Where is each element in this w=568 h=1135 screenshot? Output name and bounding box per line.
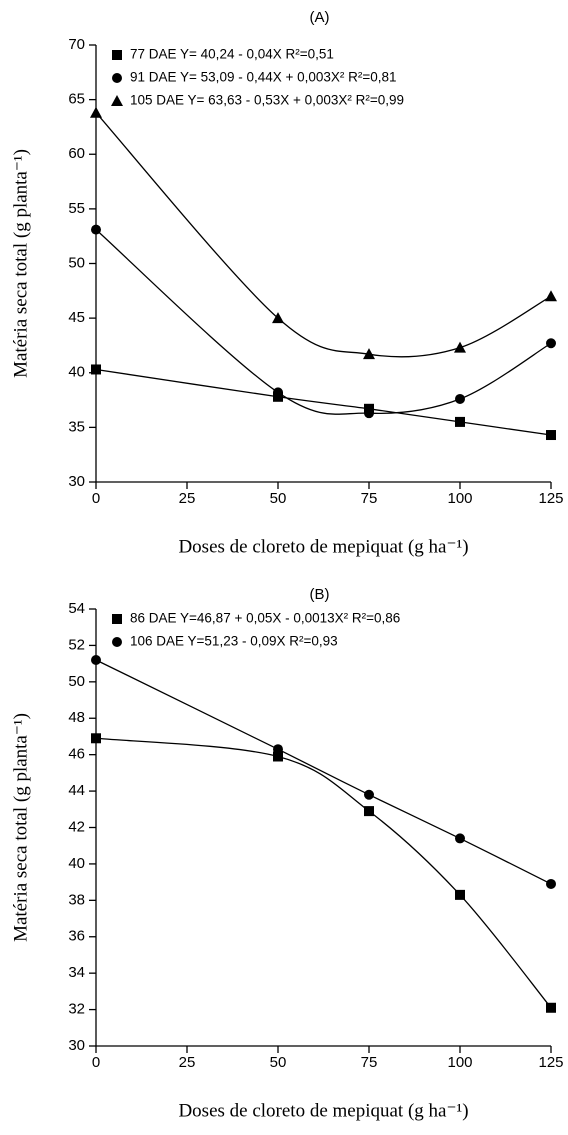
marker [91,654,101,665]
marker [112,614,122,624]
marker [363,348,375,360]
marker [546,338,556,349]
x-tick-label: 50 [270,1054,287,1071]
x-axis-label: Doses de cloreto de mepiquat (g ha⁻¹) [178,536,468,557]
y-tick-label: 55 [68,200,85,217]
y-tick-label: 32 [68,1001,85,1018]
x-tick-label: 0 [92,1054,100,1071]
marker [90,106,102,118]
y-tick-label: 48 [68,709,85,726]
marker [546,430,556,441]
y-axis-label: Matéria seca total (g planta⁻¹) [10,713,31,942]
y-tick-label: 65 [68,91,85,108]
marker [545,290,557,302]
marker [455,416,465,427]
marker [364,789,374,800]
x-tick-label: 25 [179,490,196,507]
y-tick-label: 70 [68,36,85,53]
marker [112,73,122,83]
marker [455,393,465,404]
marker [364,806,374,817]
legend-label: 86 DAE Y=46,87 + 0,05X - 0,0013X² R²=0,8… [130,611,400,626]
y-tick-label: 40 [68,855,85,872]
x-tick-label: 100 [447,490,472,507]
y-tick-label: 38 [68,891,85,908]
legend-label: 77 DAE Y= 40,24 - 0,04X R²=0,51 [130,47,334,62]
marker [455,889,465,900]
marker [454,341,466,353]
marker [91,224,101,235]
y-tick-label: 50 [68,254,85,271]
x-tick-label: 75 [361,490,378,507]
y-tick-label: 52 [68,636,85,653]
marker [273,387,283,398]
x-tick-label: 50 [270,490,287,507]
marker [455,833,465,844]
y-tick-label: 34 [68,964,85,981]
y-tick-label: 30 [68,1037,85,1054]
y-tick-label: 30 [68,473,85,490]
legend-label: 91 DAE Y= 53,09 - 0,44X + 0,003X² R²=0,8… [130,70,397,85]
x-tick-label: 125 [538,490,563,507]
marker [112,50,122,60]
fit-line [95,112,552,358]
marker [112,637,122,647]
marker [546,878,556,889]
fit-line [95,229,552,415]
marker [273,751,283,762]
fit-line [95,368,552,436]
x-tick-label: 75 [361,1054,378,1071]
y-tick-label: 36 [68,928,85,945]
legend-label: 105 DAE Y= 63,63 - 0,53X + 0,003X² R²=0,… [130,93,404,108]
legend-label: 106 DAE Y=51,23 - 0,09X R²=0,93 [130,634,338,649]
y-tick-label: 54 [68,600,85,617]
fit-line [95,737,552,1009]
chart-title: (B) [310,586,330,603]
x-axis-label: Doses de cloreto de mepiquat (g ha⁻¹) [178,1100,468,1121]
marker [546,1002,556,1013]
y-tick-label: 40 [68,364,85,381]
fit-line [95,659,552,885]
y-tick-label: 35 [68,418,85,435]
chart-title: (A) [310,9,330,26]
x-tick-label: 100 [447,1054,472,1071]
marker [273,744,283,755]
marker [111,95,123,106]
marker [364,408,374,419]
y-tick-label: 50 [68,673,85,690]
x-tick-label: 25 [179,1054,196,1071]
y-tick-label: 45 [68,309,85,326]
y-tick-label: 46 [68,746,85,763]
x-tick-label: 125 [538,1054,563,1071]
marker [91,364,101,375]
y-axis-label: Matéria seca total (g planta⁻¹) [10,149,31,378]
y-tick-label: 42 [68,818,85,835]
x-tick-label: 0 [92,490,100,507]
y-tick-label: 44 [68,782,85,799]
marker [91,733,101,744]
marker [272,312,284,324]
y-tick-label: 60 [68,145,85,162]
